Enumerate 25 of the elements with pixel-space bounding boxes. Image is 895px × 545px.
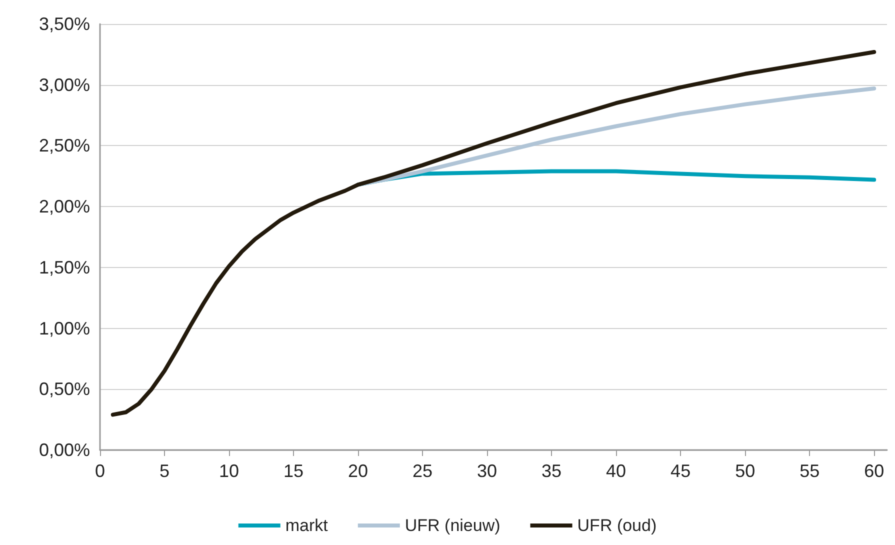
x-tick-label: 25 [412, 461, 433, 481]
y-tick-label: 3,50% [38, 14, 90, 34]
x-tick-label: 60 [864, 461, 884, 481]
legend-label: markt [285, 516, 328, 535]
y-tick-label: 0,50% [38, 379, 90, 400]
x-tick-label: 10 [219, 461, 240, 481]
x-tick-label: 55 [800, 461, 820, 481]
x-tick-label: 20 [348, 461, 368, 481]
y-tick-label: 1,50% [38, 257, 90, 278]
y-tick-label: 1,00% [38, 318, 90, 338]
x-tick-label: 30 [477, 461, 498, 481]
x-tick-label: 15 [284, 461, 304, 481]
x-tick-label: 45 [670, 461, 691, 481]
x-tick-label: 0 [94, 461, 106, 481]
y-tick-label: 2,50% [38, 136, 90, 156]
x-tick-label: 40 [606, 461, 626, 481]
legend-label: UFR (nieuw) [404, 516, 500, 535]
line-series [110, 50, 876, 417]
y-tick-label: 3,00% [38, 74, 90, 95]
x-tick-label: 5 [160, 461, 170, 481]
x-tick-label: 50 [735, 461, 756, 481]
y-tick-label: 0,00% [38, 440, 90, 460]
x-tick-label: 35 [542, 461, 562, 481]
y-tick-label: 2,00% [38, 196, 90, 217]
legend-label: UFR (oud) [577, 516, 657, 535]
